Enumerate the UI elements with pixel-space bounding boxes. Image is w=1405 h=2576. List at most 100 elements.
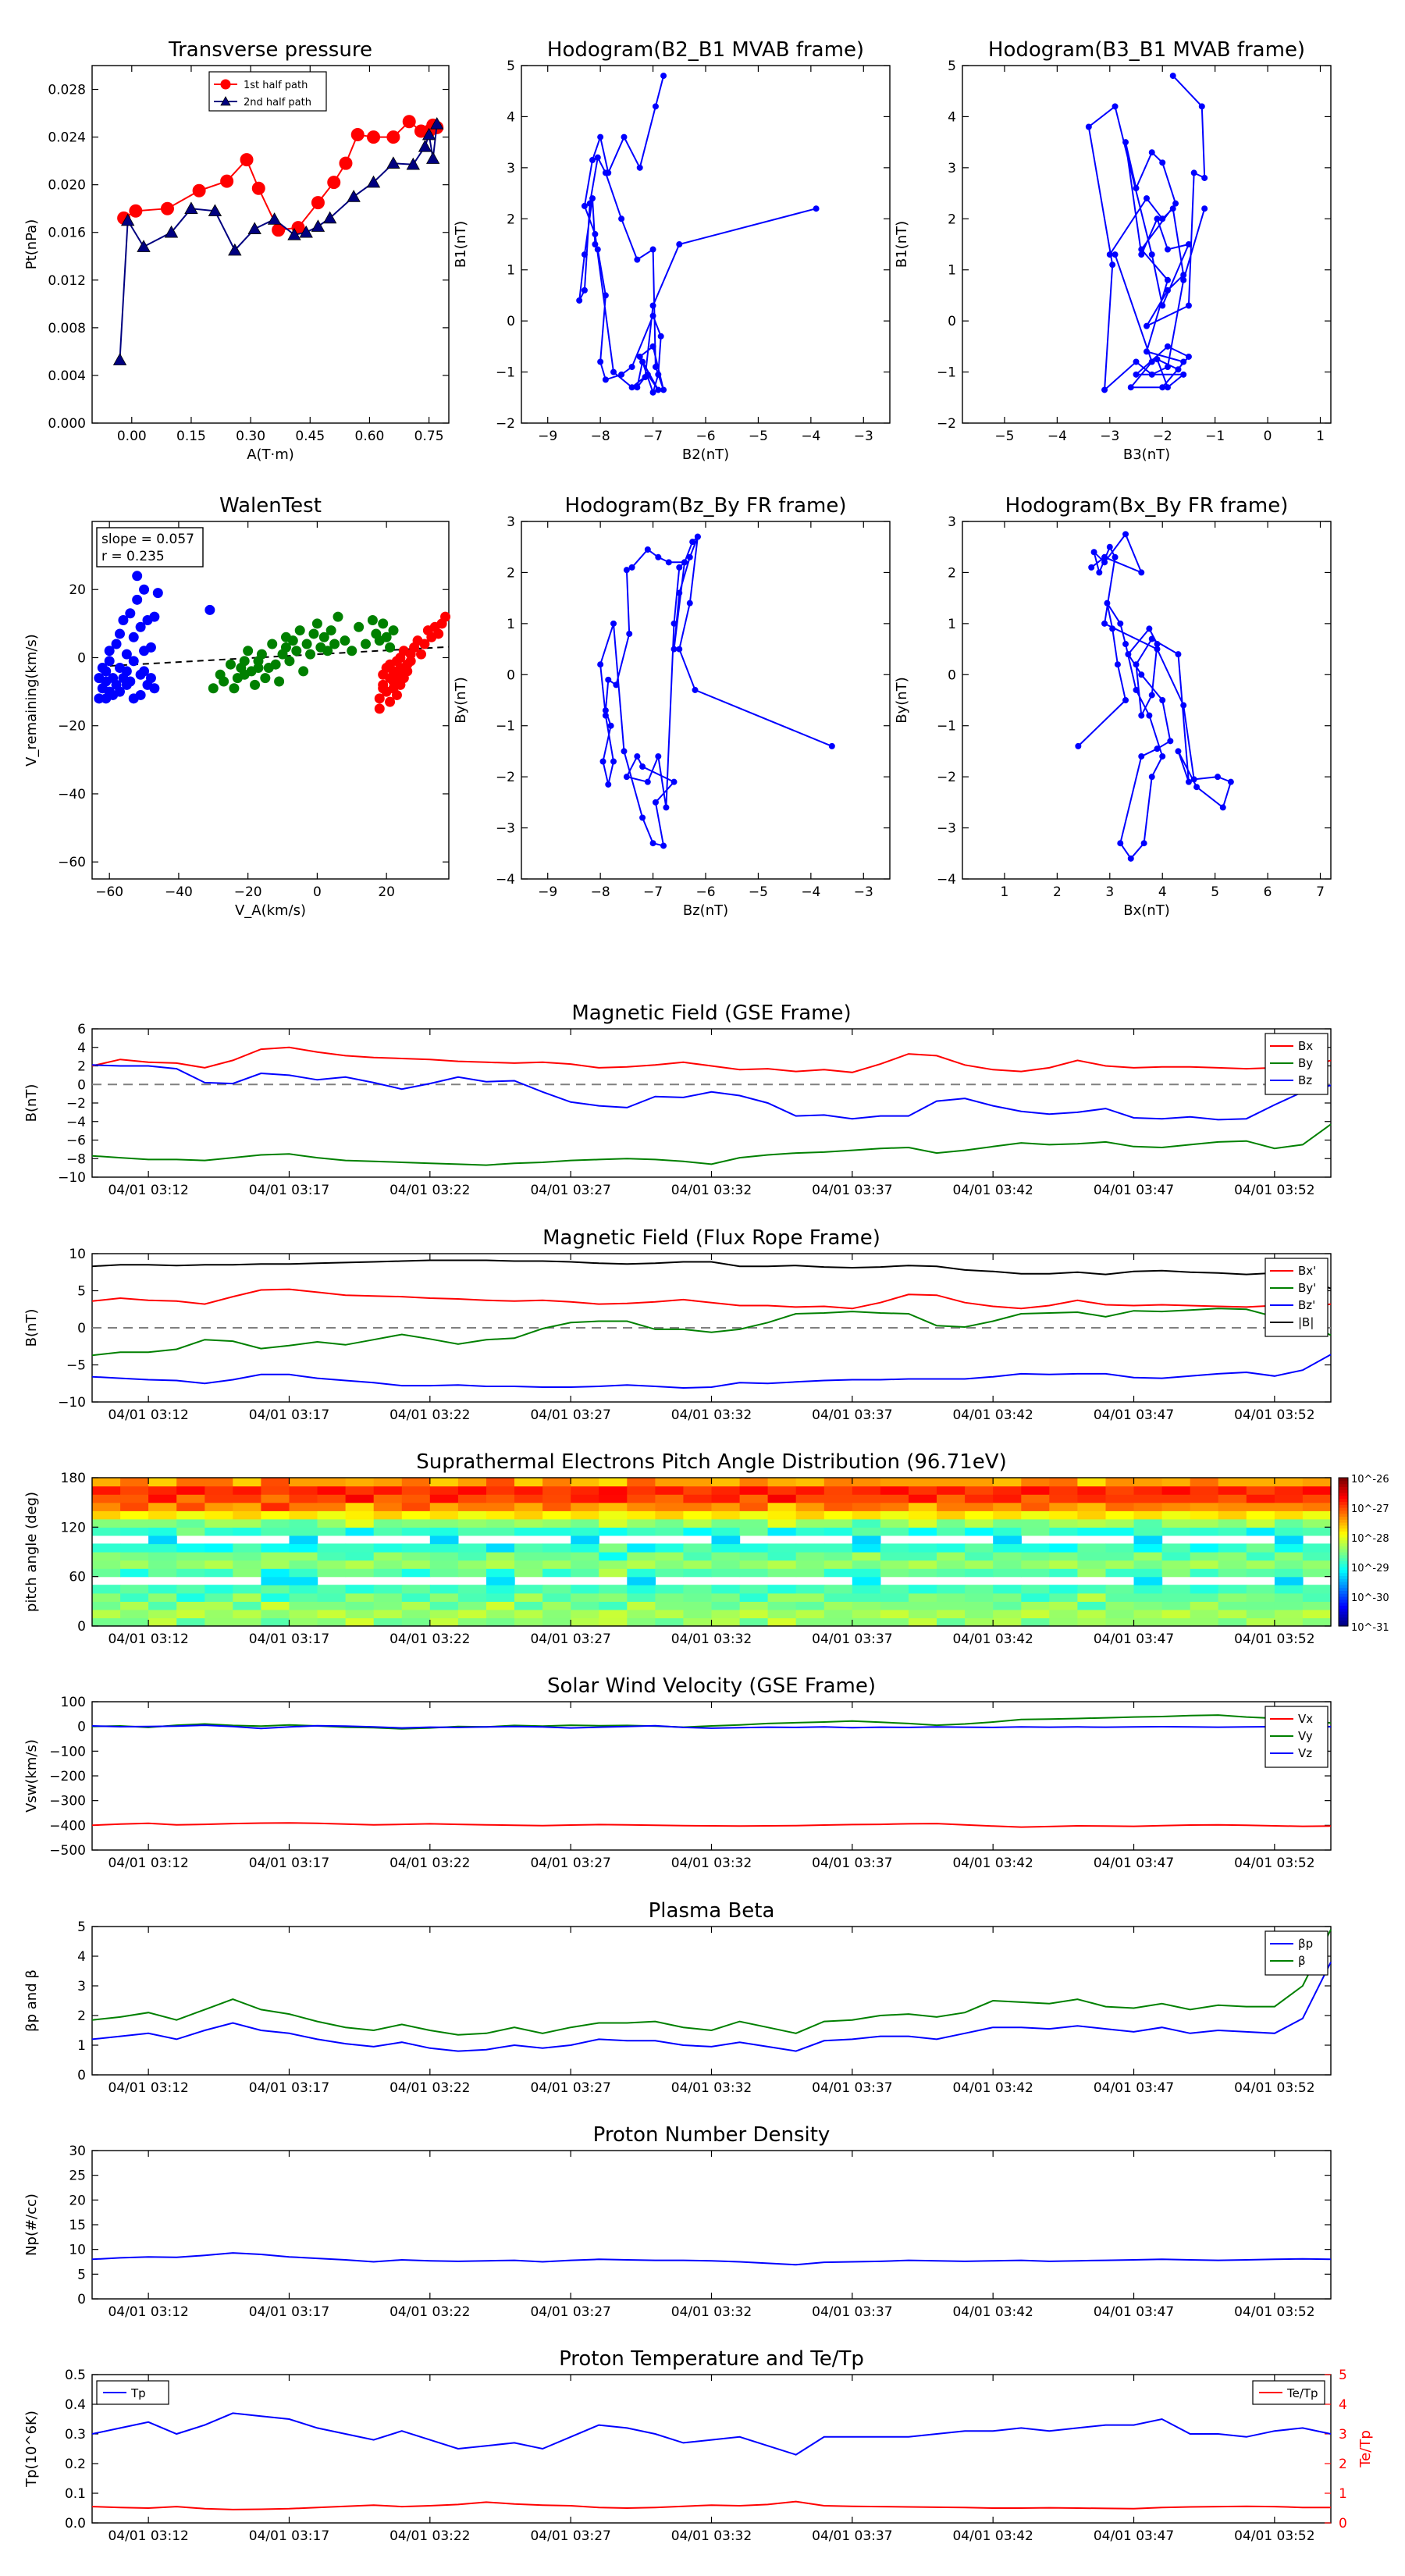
x-tick-label: 0.00 bbox=[117, 429, 147, 444]
chart-title: Transverse pressure bbox=[168, 38, 372, 62]
y-tick-label: 2 bbox=[948, 212, 956, 227]
data-point bbox=[1185, 241, 1192, 247]
x-tick-label: 0.75 bbox=[414, 429, 444, 444]
heat-cell bbox=[993, 1552, 1022, 1561]
y-axis-label: Np(#/cc) bbox=[23, 2194, 40, 2256]
heat-cell bbox=[542, 1560, 571, 1569]
heat-cell bbox=[599, 1601, 628, 1610]
heat-cell bbox=[571, 1485, 599, 1495]
heat-cell bbox=[486, 1510, 515, 1520]
y-tick-label: 3 bbox=[948, 514, 956, 530]
x-tick-label: 04/01 03:32 bbox=[671, 2080, 752, 2096]
x-tick-label: −4 bbox=[801, 429, 820, 444]
heat-cell bbox=[1218, 1494, 1247, 1503]
heat-cell bbox=[148, 1478, 177, 1487]
heat-cell bbox=[317, 1518, 347, 1528]
heat-cell bbox=[1302, 1609, 1332, 1619]
legend-label: Bz' bbox=[1298, 1298, 1315, 1312]
data-point bbox=[1109, 625, 1116, 632]
data-point bbox=[1159, 302, 1166, 309]
y-tick-label: −4 bbox=[496, 872, 515, 888]
data-point bbox=[1106, 543, 1113, 550]
x-tick-label: 04/01 03:52 bbox=[1234, 2528, 1314, 2544]
heat-cell bbox=[1218, 1552, 1247, 1561]
data-point bbox=[385, 642, 396, 653]
heat-cell bbox=[1049, 1543, 1078, 1553]
heat-cell bbox=[880, 1510, 909, 1520]
x-tick-label: 04/01 03:32 bbox=[671, 1183, 752, 1198]
heat-cell bbox=[1218, 1543, 1247, 1553]
y-tick-label: 3 bbox=[507, 514, 515, 530]
data-point bbox=[121, 666, 132, 677]
colorbar-swatch bbox=[1339, 1599, 1348, 1603]
heat-cell bbox=[1274, 1535, 1304, 1545]
heat-cell bbox=[514, 1585, 543, 1594]
series-line bbox=[91, 1046, 1332, 1073]
data-point bbox=[670, 646, 678, 653]
chart-title: Plasma Beta bbox=[649, 1899, 775, 1923]
heat-cell bbox=[655, 1527, 685, 1536]
heat-cell bbox=[1274, 1478, 1304, 1487]
x-tick-label: 04/01 03:32 bbox=[671, 1856, 752, 1871]
heat-cell bbox=[542, 1527, 571, 1536]
data-point bbox=[649, 302, 656, 309]
data-point bbox=[1154, 215, 1161, 222]
data-point bbox=[1114, 661, 1121, 668]
heat-cell bbox=[965, 1609, 994, 1619]
heat-cell bbox=[486, 1478, 515, 1487]
series-line bbox=[91, 1822, 1332, 1828]
heat-cell bbox=[767, 1527, 797, 1536]
series-line bbox=[91, 1123, 1332, 1166]
heat-cell bbox=[1218, 1527, 1247, 1536]
right-y-axis-label: Te/Tp bbox=[1357, 2430, 1374, 2468]
heat-cell bbox=[739, 1552, 769, 1561]
heat-cell bbox=[1302, 1527, 1332, 1536]
chart-title: Solar Wind Velocity (GSE Frame) bbox=[547, 1674, 876, 1698]
heat-cell bbox=[880, 1601, 909, 1610]
x-tick-label: 04/01 03:12 bbox=[108, 1856, 188, 1871]
colorbar-swatch bbox=[1339, 1554, 1348, 1559]
heat-cell bbox=[1077, 1518, 1107, 1528]
data-point bbox=[686, 600, 693, 607]
heat-cell bbox=[148, 1585, 177, 1594]
heat-cell bbox=[965, 1478, 994, 1487]
heat-cell bbox=[937, 1543, 966, 1553]
heat-cell bbox=[655, 1485, 685, 1495]
heat-cell bbox=[1218, 1502, 1247, 1511]
data-point bbox=[676, 589, 683, 596]
series-line bbox=[119, 123, 438, 361]
heat-cell bbox=[1105, 1601, 1135, 1610]
heat-cell bbox=[1133, 1560, 1163, 1569]
colorbar-swatch bbox=[1339, 1560, 1348, 1564]
heat-cell bbox=[1105, 1592, 1135, 1602]
legend bbox=[1252, 2380, 1325, 2405]
x-tick-label: 04/01 03:27 bbox=[530, 1631, 610, 1647]
heat-cell bbox=[205, 1478, 233, 1487]
x-axis-label: Bx(nT) bbox=[1123, 902, 1169, 919]
x-tick-label: 04/01 03:37 bbox=[812, 1183, 892, 1198]
x-tick-label: −9 bbox=[538, 884, 557, 900]
data-point bbox=[1104, 600, 1111, 607]
heat-cell bbox=[373, 1527, 403, 1536]
heat-cell bbox=[429, 1585, 459, 1594]
heat-cell bbox=[739, 1510, 769, 1520]
heat-cell bbox=[261, 1502, 290, 1511]
y-tick-label: 0.024 bbox=[48, 130, 86, 146]
heat-cell bbox=[261, 1609, 290, 1619]
colorbar-swatch bbox=[1339, 1611, 1348, 1615]
heat-cell bbox=[909, 1502, 937, 1511]
chart-transverse_pressure: Transverse pressure 0.00 0.15 0.30 0.45 0.60 0… bbox=[23, 38, 450, 463]
data-point bbox=[1109, 262, 1116, 269]
heat-cell bbox=[148, 1518, 177, 1528]
heat-cell bbox=[795, 1518, 825, 1528]
heat-cell bbox=[852, 1585, 881, 1594]
heat-cell bbox=[993, 1585, 1022, 1594]
data-point bbox=[1101, 620, 1108, 627]
heat-cell bbox=[289, 1568, 318, 1578]
data-point bbox=[1154, 646, 1161, 653]
data-point bbox=[1117, 840, 1124, 847]
y-tick-label: −5 bbox=[66, 1358, 86, 1374]
x-tick-label: 04/01 03:52 bbox=[1234, 2304, 1314, 2320]
heat-cell bbox=[795, 1552, 825, 1561]
chart-proton_density: Proton Number Density 04/01 03:12 04/01 03… bbox=[23, 2123, 1332, 2320]
